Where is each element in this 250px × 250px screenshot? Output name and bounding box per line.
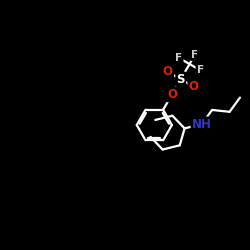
Text: O: O (189, 80, 199, 93)
Text: F: F (175, 53, 182, 63)
Text: NH: NH (192, 118, 212, 131)
Text: S: S (176, 73, 185, 86)
Text: O: O (163, 65, 173, 78)
Text: F: F (191, 50, 198, 60)
Text: F: F (197, 65, 204, 75)
Text: O: O (167, 88, 177, 101)
